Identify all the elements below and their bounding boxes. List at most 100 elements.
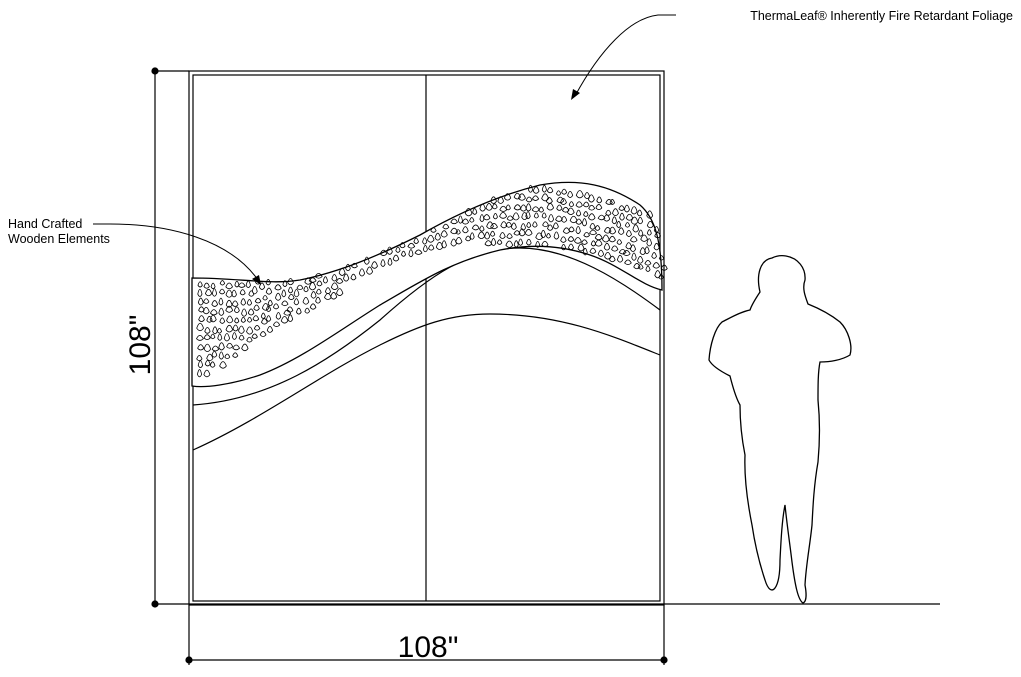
foliage-leaf [426,234,435,243]
foliage-leaf [386,246,393,255]
foliage-leaf [532,221,538,228]
foliage-leaf [500,221,508,229]
foliage-leaf [555,190,562,196]
foliage-leaf [245,280,251,288]
foliage-leaf [624,222,631,228]
foliage-leaf [210,333,216,340]
foliage-leaf [567,236,575,242]
width-dimension-label: 108" [398,631,459,664]
foliage-leaf [379,249,388,256]
foliage-leaf [422,237,428,245]
foliage-leaf [490,196,497,204]
foliage-leaf [203,298,210,304]
foliage-leaf [296,307,302,315]
foliage-leaf [506,233,513,239]
foliage-leaf [428,244,435,251]
foliage-leaf [204,288,213,297]
foliage-leaf [314,273,323,279]
foliage-leaf [218,351,224,360]
foliage-leaf [637,216,644,225]
foliage-leaf [315,288,322,295]
foliage-leaf [363,256,370,265]
foliage-leaf [335,278,344,284]
foliage-leaf [464,208,473,217]
foliage-leaf [581,218,588,227]
foliage-leaf [646,221,654,229]
foliage-leaf [492,212,498,220]
foliage-leaf [594,233,603,241]
foliage-leaf [197,360,204,368]
wood-leader-line [93,223,259,281]
foliage-leaf [582,201,590,208]
foliage-leaf [608,226,617,235]
wood-callout-label-line1: Hand Crafted [8,217,82,231]
foliage-leaf [316,280,323,287]
foliage-leaf [209,314,217,323]
foliage-leaf [469,232,475,240]
foliage-leaf [203,282,210,289]
foliage-leaf [293,298,300,306]
foliage-leaf [442,223,450,230]
foliage-leaf [204,359,211,367]
foliage-leaf [624,259,632,265]
foliage-leaf [588,194,595,203]
foliage-leaf [226,342,234,349]
foliage-leaf [219,361,227,369]
foliage-leaf [541,212,547,219]
foliage-leaf [644,246,650,255]
foliage-leaf [575,226,581,234]
foliage-leaf [358,268,366,277]
foliage-leaf [545,197,553,204]
foliage-leaf [631,252,637,261]
foliage-leaf [653,242,660,251]
foliage-leaf [196,369,203,378]
foliage-leaf [414,249,423,255]
foliage-leaf [330,292,338,300]
foliage-leaf [350,273,357,281]
foliage-leaf [472,208,478,215]
foliage-leaf [203,343,212,352]
foliage-leaf [588,213,596,221]
foliage-leaf [636,209,643,217]
foliage-leader-arrow [571,89,580,100]
panel-outer-border [188,70,665,606]
foliage-leaf [267,299,273,307]
foliage-leaf [525,211,531,220]
foliage-leaf [541,240,549,248]
foliage-leaf [281,289,287,298]
foliage-leaf [401,250,406,257]
foliage-leaf [525,196,533,203]
foliage-leaf [561,243,567,251]
foliage-leaf [247,316,253,323]
foliage-leaf [560,198,567,205]
foliage-leaf [637,264,644,270]
height-dim-tick-top [151,67,159,75]
foliage-leaf [303,285,309,293]
foliage-leaf [238,334,245,341]
foliage-leaf [521,211,528,221]
foliage-leaf [575,209,582,217]
foliage-leaf [310,291,317,299]
foliage-leaf [623,204,630,213]
foliage-leaf [538,206,544,213]
foliage-leaf [583,211,589,217]
foliage-leaf [224,353,231,360]
foliage-leaf [568,243,574,251]
foliage-leaf [336,288,344,296]
foliage-leaf [331,274,338,282]
foliage-leaf [218,342,225,351]
foliage-leaf [556,204,563,211]
foliage-leaf [561,188,568,195]
foliage-leaf [304,307,311,314]
foliage-leaf [387,257,393,266]
foliage-leaf [535,240,541,248]
foliage-leaf [589,222,596,230]
foliage-leaf [594,239,603,247]
foliage-leaf [225,305,234,313]
foliage-leaf [525,203,532,212]
foliage-leaf [595,204,603,211]
foliage-leaf [541,193,550,202]
foliage-leaf [234,317,240,324]
foliage-leaf [531,195,540,201]
foliage-leaf [625,229,632,237]
